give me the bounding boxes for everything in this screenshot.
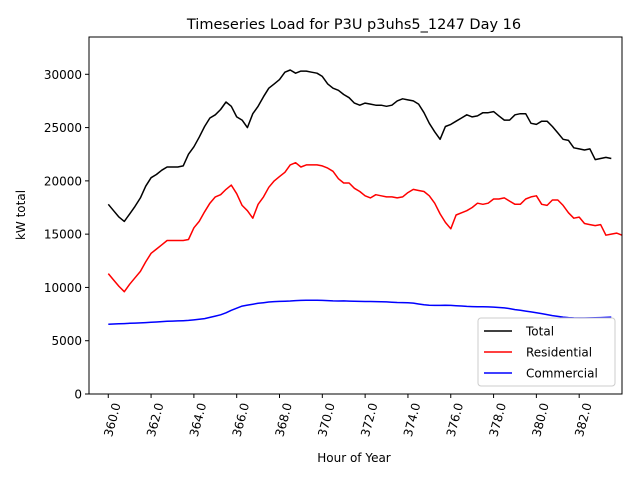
series-line-total [107,69,612,223]
y-tick-label: 30000 [44,68,82,82]
y-axis: 0 5000 10000 15000 20000 25000 30000 [44,68,89,402]
x-tick-label: 378.0 [487,401,509,438]
legend-box [477,317,616,387]
x-tick-label: 376.0 [444,401,466,438]
chart-title: Timeseries Load for P3U p3uhs5_1247 Day … [186,17,521,33]
x-tick-label: 370.0 [315,401,337,438]
x-axis-label: Hour of Year [317,451,391,465]
y-tick-label: 0 [74,388,82,402]
x-tick-label: 360.0 [101,401,123,438]
series-line-residential [107,161,623,293]
x-tick-label: 362.0 [144,401,166,438]
chart-legend: Total Residential Commercial [477,317,616,387]
x-axis: 360.0 362.0 364.0 366.0 368.0 370.0 372.0 374.0… [101,394,595,438]
x-tick-label: 380.0 [529,401,551,438]
y-tick-label: 10000 [44,281,82,295]
x-tick-label: 368.0 [272,401,294,438]
y-tick-label: 15000 [44,228,82,242]
series-line-commercial [108,299,612,325]
x-tick-label: 372.0 [358,401,380,438]
legend-label-total: Total [525,325,554,339]
y-tick-label: 25000 [44,121,82,135]
y-tick-label: 5000 [51,334,82,348]
x-tick-label: 366.0 [230,401,252,438]
y-axis-label: kW total [14,190,28,240]
plot-frame [88,36,623,395]
x-tick-label: 364.0 [187,401,209,438]
plot-lines [107,69,623,325]
legend-label-residential: Residential [526,346,592,360]
legend-label-commercial: Commercial [526,367,598,381]
x-tick-label: 374.0 [401,401,423,438]
y-tick-label: 20000 [44,174,82,188]
x-tick-label: 382.0 [572,401,594,438]
